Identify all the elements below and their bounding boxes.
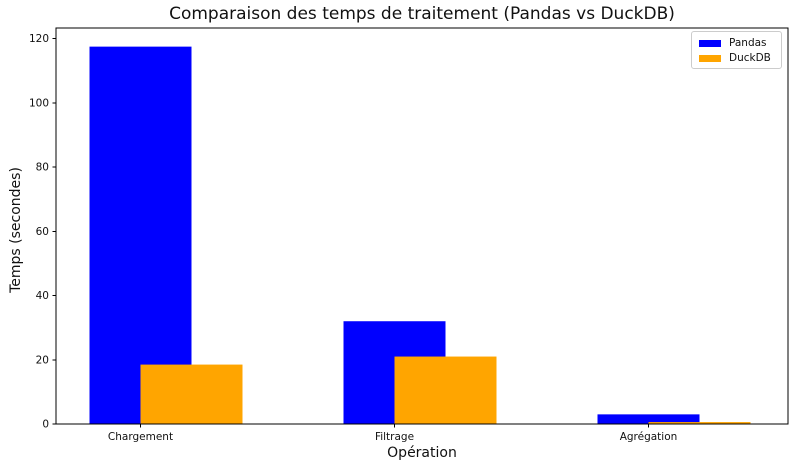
legend-label-duckdb: DuckDB [729, 52, 771, 64]
y-tick-label-0: 0 [42, 419, 49, 431]
bar-duckdb-chargement [140, 364, 243, 424]
x-tick-label-agrégation: Agrégation [620, 431, 678, 443]
y-tick-label-20: 20 [36, 354, 49, 366]
legend-swatch-duckdb [699, 55, 721, 62]
bar-duckdb-agrégation [648, 422, 751, 424]
y-tick-label-80: 80 [36, 162, 49, 174]
legend-swatch-pandas [699, 40, 721, 47]
bar-pandas-agrégation [597, 414, 700, 424]
y-tick-label-100: 100 [29, 97, 49, 109]
x-tick-label-filtrage: Filtrage [375, 431, 414, 443]
legend-label-pandas: Pandas [729, 37, 767, 49]
legend-item-pandas: Pandas [699, 36, 781, 51]
chart-title: Comparaison des temps de traitement (Pan… [169, 4, 675, 24]
legend-item-duckdb: DuckDB [699, 51, 781, 66]
y-tick-label-120: 120 [29, 33, 49, 45]
legend: Pandas DuckDB [691, 31, 782, 69]
y-tick-label-60: 60 [36, 226, 49, 238]
bar-pandas-chargement [89, 46, 192, 424]
axes-spines [55, 27, 789, 425]
x-axis-label: Opération [387, 445, 457, 461]
x-tick-label-chargement: Chargement [108, 431, 173, 443]
y-axis-label: Temps (secondes) [8, 167, 24, 293]
y-tick-label-40: 40 [36, 290, 49, 302]
bar-duckdb-filtrage [394, 356, 497, 424]
